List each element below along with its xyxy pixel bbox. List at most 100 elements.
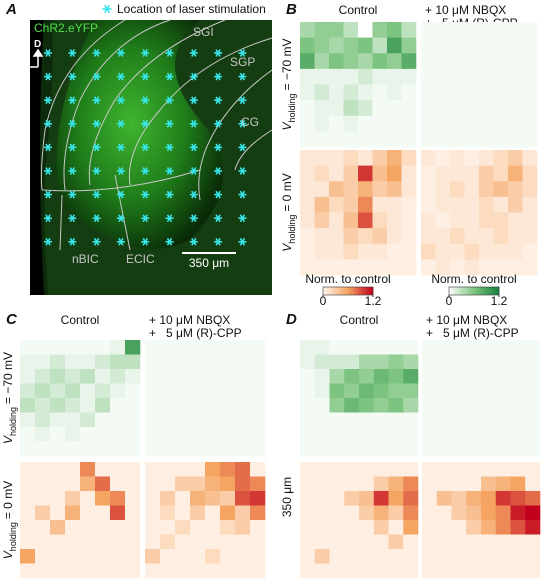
- heatmap-cell: [175, 505, 191, 521]
- heatmap-cell: [65, 491, 81, 506]
- heatmap-cell: [300, 462, 316, 477]
- heatmap-cell: [190, 398, 206, 413]
- heatmap-cell: [343, 150, 359, 166]
- asterisk-stroke: [118, 96, 124, 105]
- heatmap-cell: [329, 84, 344, 101]
- heatmap-cell: [20, 476, 36, 492]
- heatmap-cell: [300, 427, 316, 442]
- heatmap-cell: [125, 369, 141, 384]
- heatmap-cell: [422, 427, 438, 442]
- heatmap-cell: [95, 491, 111, 506]
- heatmap-cell: [495, 354, 511, 370]
- heatmap-cell: [358, 115, 373, 132]
- heatmap-cell: [466, 491, 482, 506]
- heatmap-cell: [436, 505, 452, 521]
- colorbar-segment: [469, 287, 472, 295]
- heatmap-cell: [495, 383, 511, 399]
- heatmap-cell: [422, 462, 438, 477]
- heatmap-cell: [373, 476, 389, 492]
- heatmap-cell: [525, 462, 541, 477]
- heatmap-cell: [145, 383, 161, 399]
- heatmap-cell: [190, 412, 206, 428]
- heatmap-cell: [65, 412, 81, 428]
- heatmap-cell: [464, 212, 480, 229]
- heatmap-cell: [314, 441, 330, 457]
- heatmap-cell: [235, 462, 251, 477]
- heatmap-cell: [358, 131, 373, 148]
- heatmap-cell: [436, 369, 452, 384]
- heatmap-cell: [329, 505, 345, 521]
- heatmap-cell: [479, 212, 494, 229]
- heatmap-cell: [235, 563, 251, 579]
- colorbar-segment: [495, 287, 498, 295]
- heatmap-cell: [329, 22, 344, 38]
- heatmap-cell: [314, 150, 330, 166]
- heatmap-cell: [387, 115, 402, 132]
- heatmap-cell: [421, 22, 436, 38]
- heatmap-cell: [508, 37, 523, 54]
- heatmap-cell: [451, 354, 467, 370]
- heatmap-cell: [314, 181, 330, 198]
- asterisk: [68, 214, 77, 223]
- asterisk-stroke: [45, 143, 51, 152]
- heatmap-cell: [314, 369, 330, 384]
- heatmap-cell: [522, 100, 538, 117]
- asterisk: [141, 49, 150, 57]
- heatmap-cell: [373, 491, 389, 506]
- heatmap-cell: [344, 369, 360, 384]
- heatmap-cell: [421, 259, 436, 276]
- heatmap-cell: [464, 22, 480, 38]
- heatmap-cell: [160, 441, 176, 457]
- heatmap-cell: [358, 196, 373, 213]
- heatmap-cell: [436, 549, 452, 564]
- heatmap-cell: [493, 68, 509, 85]
- heatmap-cell: [387, 22, 402, 38]
- region-label: SGI: [193, 25, 214, 39]
- heatmap-cell: [493, 228, 509, 245]
- panel-letter: C: [6, 311, 18, 328]
- heatmap-cell: [95, 505, 111, 521]
- heatmap-cell: [508, 196, 523, 213]
- heatmap-cell: [314, 115, 330, 132]
- heatmap-cell: [422, 412, 438, 428]
- heatmap-cell: [522, 228, 538, 245]
- heatmap-cell: [20, 534, 36, 550]
- heatmap-cell: [175, 549, 191, 564]
- heatmap-cell: [125, 491, 141, 506]
- asterisk: [68, 72, 77, 81]
- heatmap-cell: [190, 427, 206, 442]
- heatmap-cell: [314, 491, 330, 506]
- colorbar-segment: [369, 287, 372, 295]
- asterisk: [44, 96, 52, 105]
- heatmap-cell: [50, 520, 66, 535]
- colorbar-segment: [479, 287, 482, 295]
- asterisk-stroke: [69, 72, 75, 81]
- heatmap-cell: [329, 441, 345, 457]
- heatmap-cell: [464, 196, 480, 213]
- heatmap-cell: [479, 196, 494, 213]
- heatmap-cell: [35, 412, 51, 428]
- asterisk: [141, 214, 150, 223]
- heatmap-cell: [372, 68, 388, 85]
- heatmap-cell: [190, 462, 206, 477]
- heatmap-cell: [50, 441, 66, 457]
- heatmap-cell: [250, 398, 266, 413]
- heatmap-cell: [451, 340, 467, 355]
- asterisk: [92, 96, 101, 105]
- colorbar-segment: [475, 287, 478, 295]
- heatmap-cell: [343, 196, 359, 213]
- asterisk-stroke: [239, 49, 246, 57]
- heatmap-cell: [388, 549, 404, 564]
- heatmap-cell: [205, 383, 221, 399]
- heatmap-cell: [125, 505, 141, 521]
- colorbar-segment: [325, 287, 328, 295]
- heatmap-cell: [450, 196, 465, 213]
- heatmap-cell: [329, 243, 344, 260]
- colorbar-segment: [345, 287, 348, 295]
- heatmap-cell: [358, 53, 373, 70]
- asterisk-stroke: [45, 49, 51, 57]
- heatmap-cell: [300, 212, 315, 229]
- heatmap-cell: [314, 398, 330, 413]
- region-label: ECIC: [126, 252, 155, 266]
- heatmap-cell: [329, 427, 345, 442]
